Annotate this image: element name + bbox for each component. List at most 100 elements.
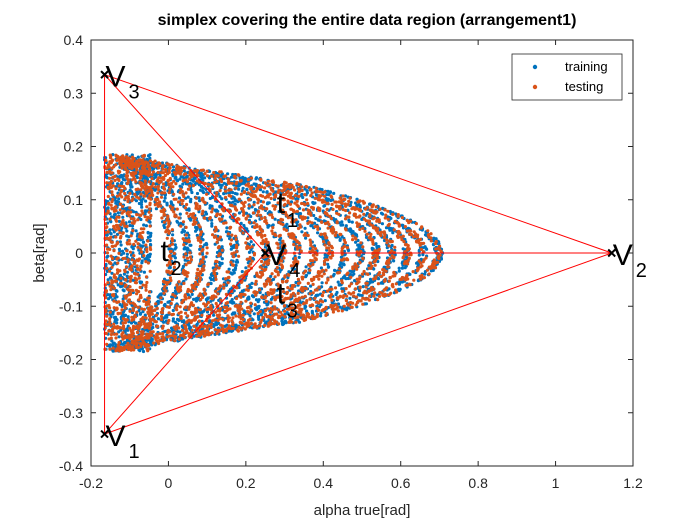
scatter-point-training [354,240,358,244]
scatter-point-testing [156,185,160,189]
scatter-point-testing [365,232,369,236]
scatter-point-training [231,311,235,315]
scatter-point-testing [438,244,442,248]
scatter-point-training [208,204,212,208]
scatter-point-training [162,320,166,324]
scatter-point-testing [173,339,177,343]
scatter-point-testing [195,202,199,206]
scatter-point-testing [211,185,215,189]
scatter-point-testing [205,169,209,173]
scatter-point-training [173,243,177,247]
scatter-point-training [237,187,241,191]
scatter-point-testing [357,280,361,284]
scatter-point-training [181,264,185,269]
scatter-point-training [391,231,395,235]
scatter-point-testing [338,205,342,209]
scatter-point-testing [323,210,327,215]
scatter-point-testing [344,299,348,303]
scatter-point-testing [156,191,160,195]
scatter-point-testing [330,202,334,206]
scatter-point-training [171,317,175,321]
scatter-point-testing [320,274,324,278]
scatter-point-training [225,226,229,230]
scatter-point-testing [234,186,238,190]
scatter-point-testing [191,184,195,188]
scatter-point-testing [214,225,218,229]
scatter-point-training [394,212,398,216]
scatter-point-testing [220,207,224,211]
scatter-point-training [319,266,323,270]
scatter-point-training [380,222,384,226]
scatter-point-testing [333,200,337,204]
scatter-point-training [229,175,234,179]
scatter-point-testing [170,242,175,246]
scatter-point-testing [170,228,174,232]
scatter-point-testing [261,207,265,211]
scatter-point-training [253,207,257,212]
scatter-point-testing [184,172,188,176]
scatter-point-testing [351,265,355,269]
scatter-point-training [118,303,122,307]
scatter-point-testing [370,204,374,209]
scatter-point-testing [367,219,371,223]
scatter-point-testing [200,198,204,202]
scatter-point-testing [206,283,210,287]
scatter-point-testing [338,232,342,236]
scatter-point-training [212,313,216,317]
scatter-point-testing [156,204,160,208]
scatter-point-testing [284,181,288,185]
scatter-point-testing [215,191,219,195]
scatter-point-training [204,297,208,302]
scatter-point-testing [290,236,294,240]
scatter-point-testing [218,177,222,181]
scatter-point-testing [260,271,264,275]
scatter-point-training [304,265,308,269]
scatter-point-testing [256,210,260,214]
scatter-point-testing [116,343,120,347]
scatter-point-training [148,242,153,247]
scatter-point-testing [255,223,259,227]
scatter-point-testing [189,258,193,262]
scatter-point-testing [154,164,158,168]
scatter-point-testing [177,280,181,284]
scatter-point-testing [241,231,245,235]
scatter-point-testing [316,197,320,201]
scatter-point-testing [375,219,379,223]
scatter-point-testing [406,253,410,257]
scatter-point-testing [183,306,187,310]
scatter-point-training [204,255,208,259]
scatter-point-testing [385,241,389,245]
scatter-point-training [114,317,118,321]
scatter-point-training [234,263,238,267]
scatter-point-testing [318,215,322,219]
scatter-point-training [144,224,148,228]
scatter-point-testing [320,309,324,313]
scatter-point-testing [370,237,375,242]
scatter-point-testing [398,277,402,281]
scatter-point-training [215,323,219,327]
scatter-point-training [230,271,234,276]
scatter-point-testing [154,302,158,306]
scatter-point-testing [300,295,304,299]
scatter-point-training [232,196,236,200]
scatter-point-testing [198,292,202,296]
scatter-point-testing [347,199,351,203]
scatter-point-testing [160,216,164,220]
scatter-point-training [198,188,202,192]
scatter-point-testing [233,206,238,210]
scatter-point-testing [224,195,228,199]
scatter-point-testing [265,282,269,286]
scatter-point-testing [184,311,188,315]
scatter-point-training [358,293,362,297]
scatter-point-training [372,267,376,271]
scatter-point-training [348,296,352,300]
scatter-point-training [139,202,144,207]
scatter-point-testing [418,237,423,241]
scatter-point-training [338,238,342,242]
scatter-point-testing [343,202,347,206]
scatter-point-testing [188,184,192,188]
scatter-point-testing [227,194,231,198]
scatter-point-training [244,211,249,215]
scatter-point-testing [317,277,321,281]
scatter-point-testing [247,305,251,310]
